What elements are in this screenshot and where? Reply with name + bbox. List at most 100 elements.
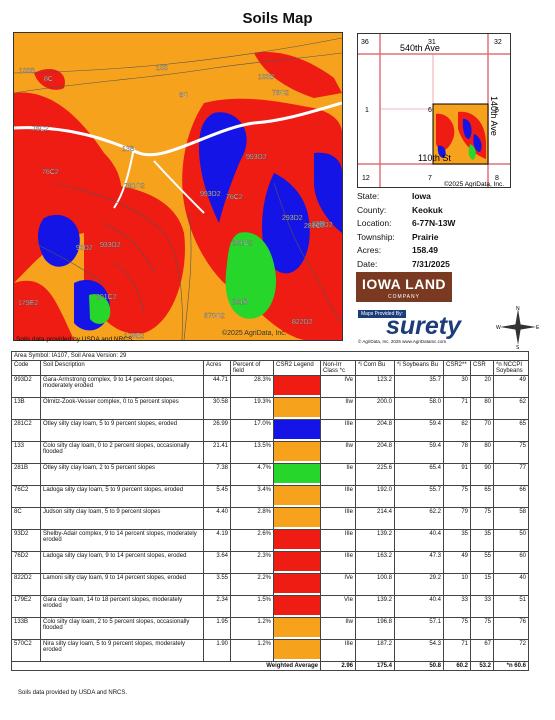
soil-region xyxy=(254,52,342,98)
non-irr-class: IIw xyxy=(320,617,356,640)
soil-map-label: 291C2 xyxy=(96,294,117,301)
soil-map-label: 993D2 xyxy=(200,191,221,198)
nccpi-soybeans: 50 xyxy=(493,529,529,552)
nccpi-soybeans: 60 xyxy=(493,551,529,574)
column-header: Soil Description xyxy=(40,360,204,376)
csr2-legend-swatch xyxy=(273,463,321,486)
soil-map-label: 933D2 xyxy=(100,242,121,249)
non-irr-class: IIe xyxy=(320,463,356,486)
column-header: CSR2** xyxy=(443,360,471,376)
soil-region xyxy=(262,173,310,274)
field-info: State: Iowa County: Keokuk Location: 6-77N-… xyxy=(357,190,455,271)
csr2: 49 xyxy=(443,551,471,574)
soil-map-label: 179E2 xyxy=(18,300,38,307)
soybeans-bu: 40.4 xyxy=(394,529,444,552)
compass-icon: N S E W xyxy=(496,305,540,351)
acres: 3.55 xyxy=(203,573,231,596)
info-row: County: Keokuk xyxy=(357,204,443,215)
csr2: 35 xyxy=(443,529,471,552)
soil-code: 8C xyxy=(11,507,41,530)
soil-code: 993D2 xyxy=(11,375,41,398)
csr2-legend-swatch xyxy=(273,485,321,508)
soil-code: 93D2 xyxy=(11,529,41,552)
non-irr-class: IVe xyxy=(320,573,356,596)
soils-map[interactable]: 133B 8C 133 133B 76C2 8C 76C2 993D2 13B 76C2 179E2… xyxy=(13,32,343,341)
soils-table: Area Symbol: IA107, Soil Area Version: 2… xyxy=(11,351,529,671)
table-row: 570C2 Nira silty clay loam, 5 to 9 percen… xyxy=(11,639,529,662)
corner-label: 31 xyxy=(428,39,436,46)
percent-of-field: 1.2% xyxy=(230,639,274,662)
csr: 35 xyxy=(470,529,494,552)
soil-description: Colo silty clay loam, 2 to 5 percent slo… xyxy=(40,617,204,640)
csr: 70 xyxy=(470,419,494,442)
csr2: 91 xyxy=(443,463,471,486)
column-header: CSR xyxy=(470,360,494,376)
column-header: Code xyxy=(11,360,41,376)
csr: 15 xyxy=(470,573,494,596)
percent-of-field: 28.3% xyxy=(230,375,274,398)
soil-map-label: 76C2 xyxy=(272,90,289,97)
csr2: 75 xyxy=(443,485,471,508)
agridata-copyright: © AgriData, Inc. 2025 www.AgriDataInc.co… xyxy=(358,339,447,344)
corn-bu: 214.4 xyxy=(355,507,395,530)
corn-bu: 196.8 xyxy=(355,617,395,640)
table-row: 76D2 Ladoga silty clay loam, 9 to 14 perc… xyxy=(11,551,529,574)
soil-map-label: 570C2 xyxy=(204,313,225,320)
csr: 80 xyxy=(470,397,494,420)
soybeans-bu: 57.1 xyxy=(394,617,444,640)
soil-description: Olmitz-Zook-Vesser complex, 0 to 5 perce… xyxy=(40,397,204,420)
boundary-line xyxy=(53,182,183,340)
soil-description: Colo silty clay loam, 0 to 2 percent slo… xyxy=(40,441,204,464)
nccpi-soybeans: 72 xyxy=(493,639,529,662)
soybeans-bu: 54.3 xyxy=(394,639,444,662)
soil-region xyxy=(14,280,74,340)
csr: 75 xyxy=(470,617,494,640)
location-map[interactable]: 36 31 32 1 6 5 12 7 8 540th Ave 110th St… xyxy=(357,33,511,188)
csr2-legend-swatch xyxy=(273,419,321,442)
soil-code: 133 xyxy=(11,441,41,464)
soil-region xyxy=(38,214,80,267)
soil-map-label: 76C2 xyxy=(32,126,49,133)
csr2-legend-swatch xyxy=(273,639,321,662)
csr2-legend-swatch xyxy=(273,529,321,552)
nccpi-soybeans: 76 xyxy=(493,617,529,640)
csr2-legend-swatch xyxy=(273,441,321,464)
boundary-line xyxy=(273,182,342,324)
soil-map-label: 281B xyxy=(232,299,249,306)
corn-bu: 204.8 xyxy=(355,419,395,442)
area-symbol-row: Area Symbol: IA107, Soil Area Version: 2… xyxy=(11,351,529,361)
soil-map-label: 93D2 xyxy=(76,245,93,252)
csr: 80 xyxy=(470,441,494,464)
stream-line xyxy=(113,147,135,209)
soybeans-bu: 47.3 xyxy=(394,551,444,574)
nccpi-soybeans: 65 xyxy=(493,419,529,442)
soil-map-label: 281C2 xyxy=(232,240,253,247)
svg-text:N: N xyxy=(516,306,520,312)
percent-of-field: 4.7% xyxy=(230,463,274,486)
svg-text:E: E xyxy=(536,325,540,331)
column-header: Percent of field xyxy=(230,360,274,376)
soil-region xyxy=(34,68,65,90)
info-row: State: Iowa xyxy=(357,191,431,201)
csr2-legend-swatch xyxy=(273,375,321,398)
map-credit: Soils data provided by USDA and NRCS. xyxy=(16,336,135,343)
soil-map-label: 281C2 xyxy=(124,183,145,190)
csr: 90 xyxy=(470,463,494,486)
column-header: Non-Irr Class *c xyxy=(320,360,356,376)
non-irr-class: VIe xyxy=(320,595,356,618)
stream-line xyxy=(14,101,342,157)
info-row: Location: 6-77N-13W xyxy=(357,218,456,228)
csr2: 71 xyxy=(443,397,471,420)
corner-label: 5 xyxy=(495,107,499,114)
percent-of-field: 19.3% xyxy=(230,397,274,420)
percent-of-field: 2.2% xyxy=(230,573,274,596)
table-row: 13B Olmitz-Zook-Vesser complex, 0 to 5 pe… xyxy=(11,397,529,420)
non-irr-class: IIw xyxy=(320,397,356,420)
column-header: *n NCCPI Soybeans xyxy=(493,360,529,376)
nccpi-soybeans: 62 xyxy=(493,397,529,420)
corner-label: 36 xyxy=(361,39,369,46)
soils-map-graphic: 133B 8C 133 133B 76C2 8C 76C2 993D2 13B 76C2 179E2… xyxy=(14,33,342,340)
boundary-line xyxy=(103,222,155,274)
csr: 67 xyxy=(470,639,494,662)
soybeans-bu: 59.4 xyxy=(394,441,444,464)
